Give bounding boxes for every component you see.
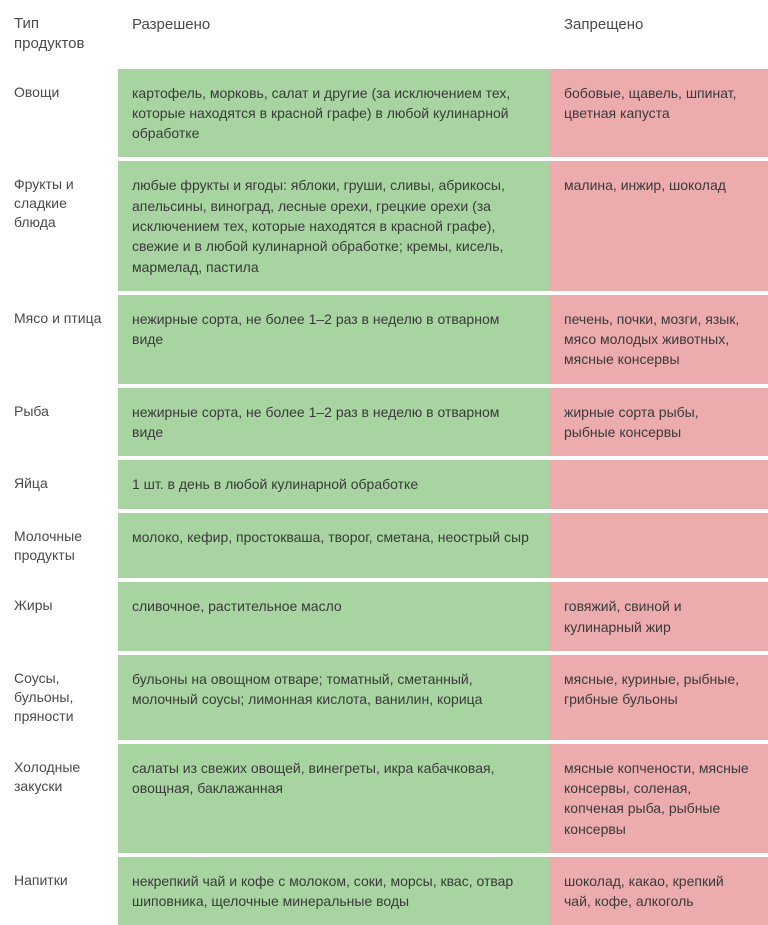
table-row: Жирысливочное, растительное маслоговяжий… [0, 578, 768, 651]
header-forbidden: Запрещено [550, 0, 768, 69]
cell-type: Соусы, бульоны, пряности [0, 655, 118, 740]
cell-type: Жиры [0, 582, 118, 651]
cell-allowed: сливочное, растительное масло [118, 582, 550, 651]
cell-forbidden: шоколад, какао, крепкий чай, кофе, алког… [550, 857, 768, 925]
table-row: Молочные продуктымолоко, кефир, простокв… [0, 509, 768, 579]
cell-type: Фрукты и сладкие блюда [0, 161, 118, 290]
cell-forbidden: малина, инжир, шоколад [550, 161, 768, 290]
cell-forbidden [550, 460, 768, 508]
cell-forbidden: жирные сорта рыбы, рыбные консервы [550, 388, 768, 457]
table-row: Мясо и птицанежирные сорта, не более 1–2… [0, 291, 768, 384]
header-type: Тип продуктов [0, 0, 118, 69]
cell-type: Овощи [0, 69, 118, 158]
cell-type: Рыба [0, 388, 118, 457]
table-row: Овощикартофель, морковь, салат и другие … [0, 69, 768, 158]
cell-type: Холодные закуски [0, 744, 118, 853]
diet-table: Тип продуктов Разрешено Запрещено Овощик… [0, 0, 768, 925]
cell-forbidden: бобовые, щавель, шпинат, цветная капуста [550, 69, 768, 158]
table-row: Соусы, бульоны, пряностибульоны на овощн… [0, 651, 768, 740]
table-row: Фрукты и сладкие блюдалюбые фрукты и яго… [0, 157, 768, 290]
cell-allowed: 1 шт. в день в любой кулинарной обработк… [118, 460, 550, 508]
cell-forbidden: мясные копчености, мясные консервы, соле… [550, 744, 768, 853]
header-allowed: Разрешено [118, 0, 550, 69]
cell-allowed: некрепкий чай и кофе с молоком, соки, мо… [118, 857, 550, 925]
cell-forbidden: говяжий, свиной и кулинарный жир [550, 582, 768, 651]
cell-type: Напитки [0, 857, 118, 925]
table-row: Напиткинекрепкий чай и кофе с молоком, с… [0, 853, 768, 925]
cell-allowed: любые фрукты и ягоды: яблоки, груши, сли… [118, 161, 550, 290]
cell-type: Яйца [0, 460, 118, 508]
cell-type: Мясо и птица [0, 295, 118, 384]
cell-allowed: нежирные сорта, не более 1–2 раз в недел… [118, 295, 550, 384]
cell-allowed: бульоны на овощном отваре; томатный, сме… [118, 655, 550, 740]
cell-forbidden [550, 513, 768, 579]
cell-allowed: салаты из свежих овощей, винегреты, икра… [118, 744, 550, 853]
table-row: Рыбанежирные сорта, не более 1–2 раз в н… [0, 384, 768, 457]
cell-forbidden: печень, почки, мозги, язык, мясо молодых… [550, 295, 768, 384]
table-header-row: Тип продуктов Разрешено Запрещено [0, 0, 768, 69]
cell-forbidden: мясные, куриные, рыбные, грибные бульоны [550, 655, 768, 740]
cell-type: Молочные продукты [0, 513, 118, 579]
cell-allowed: молоко, кефир, простокваша, творог, смет… [118, 513, 550, 579]
table-row: Яйца1 шт. в день в любой кулинарной обра… [0, 456, 768, 508]
table-row: Холодные закускисалаты из свежих овощей,… [0, 740, 768, 853]
cell-allowed: нежирные сорта, не более 1–2 раз в недел… [118, 388, 550, 457]
cell-allowed: картофель, морковь, салат и другие (за и… [118, 69, 550, 158]
